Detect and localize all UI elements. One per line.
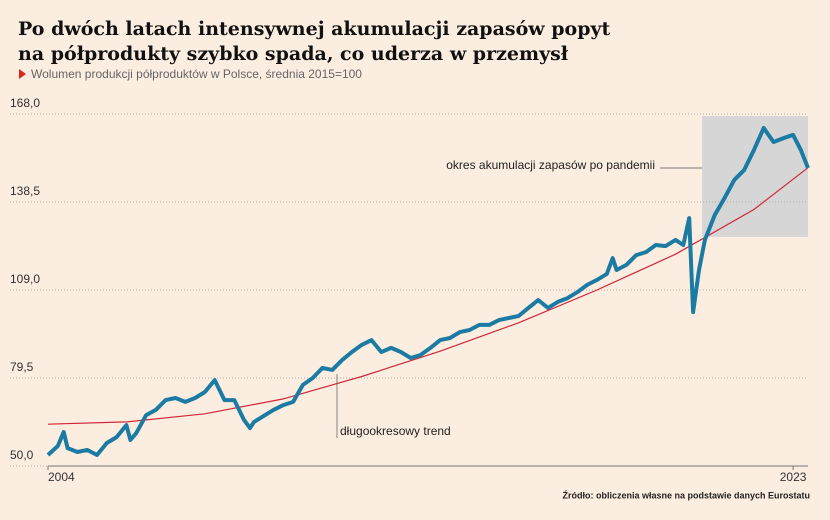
x-tick-label: 2023 — [780, 470, 807, 484]
series-line — [47, 167, 809, 425]
y-tick-label: 168,0 — [10, 96, 40, 110]
y-tick-label: 50,0 — [10, 448, 34, 462]
chart-subtitle: Wolumen produkcji półproduktów w Polsce,… — [31, 67, 362, 81]
chart-title: na półprodukty szybko spada, co uderza w… — [18, 43, 569, 65]
annotation: okres akumulacji zapasów po pandemii — [446, 158, 655, 172]
y-tick-label: 138,5 — [10, 184, 40, 198]
x-tick-label: 2004 — [48, 470, 75, 484]
y-tick-label: 109,0 — [10, 272, 40, 286]
source: Źródło: obliczenia własne na podstawie d… — [562, 490, 810, 500]
annotation: długookresowy trend — [340, 424, 451, 438]
series-line — [46, 126, 810, 457]
chart-title: Po dwóch latach intensywnej akumulacji z… — [18, 18, 611, 40]
subtitle-marker — [19, 69, 26, 79]
y-tick-label: 79,5 — [10, 360, 34, 374]
